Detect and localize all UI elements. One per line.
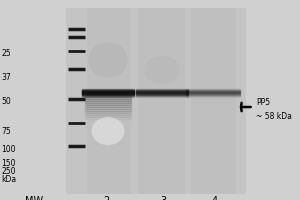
- Ellipse shape: [88, 42, 128, 78]
- Text: 150: 150: [2, 158, 16, 168]
- Ellipse shape: [144, 56, 180, 84]
- Ellipse shape: [92, 117, 124, 145]
- Text: 25: 25: [2, 49, 11, 58]
- Bar: [66, 8, 246, 194]
- Text: MW: MW: [26, 196, 44, 200]
- Text: 3: 3: [160, 196, 166, 200]
- Text: 4: 4: [212, 196, 218, 200]
- Text: 250: 250: [2, 166, 16, 176]
- Text: 37: 37: [2, 72, 11, 82]
- Bar: [190, 8, 236, 194]
- Text: 2: 2: [103, 196, 109, 200]
- Text: 100: 100: [2, 144, 16, 154]
- Text: 75: 75: [2, 127, 11, 136]
- Bar: [87, 8, 130, 194]
- Bar: [138, 8, 184, 194]
- Text: 50: 50: [2, 97, 11, 106]
- Text: kDa: kDa: [2, 176, 16, 184]
- Text: PP5: PP5: [256, 98, 271, 107]
- Text: ~ 58 kDa: ~ 58 kDa: [256, 112, 292, 121]
